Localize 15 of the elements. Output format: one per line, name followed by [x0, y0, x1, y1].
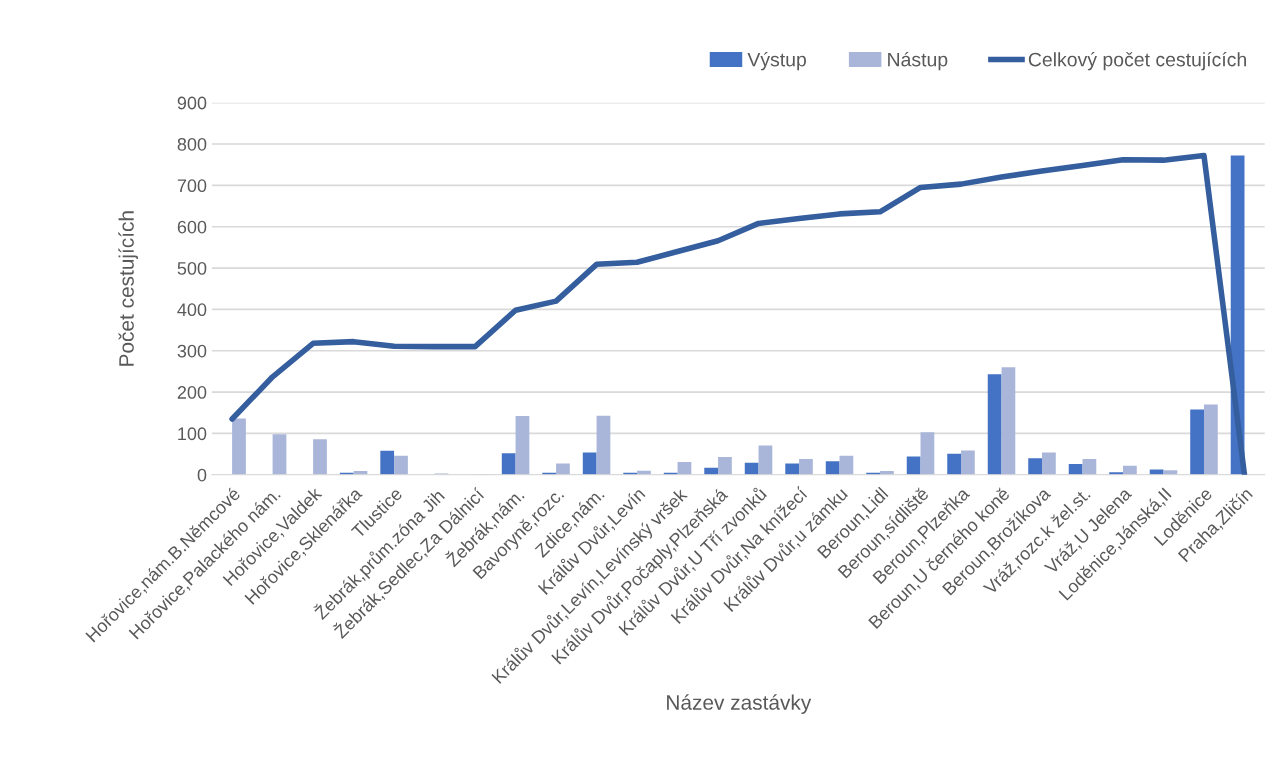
y-tick-label: 300 — [177, 344, 207, 358]
y-tick-label: 800 — [177, 137, 207, 151]
y-tick-label: 400 — [177, 303, 207, 317]
x-axis-title: Název zastávky — [667, 694, 812, 714]
legend-label: Výstup — [747, 51, 806, 71]
y-tick-label: 100 — [178, 427, 207, 441]
y-tick-label: 500 — [177, 261, 207, 275]
y-tick-label: 900 — [177, 96, 207, 110]
y-tick-label: 700 — [177, 179, 207, 193]
y-tick-label: 600 — [177, 220, 207, 234]
y-tick-label: 200 — [177, 386, 207, 399]
legend-label: Celkový počet cestujících — [1028, 51, 1246, 71]
legend-label: Nástup — [888, 51, 948, 71]
y-axis-title: Počet cestujících — [118, 211, 138, 366]
y-tick-label: 0 — [197, 468, 207, 482]
